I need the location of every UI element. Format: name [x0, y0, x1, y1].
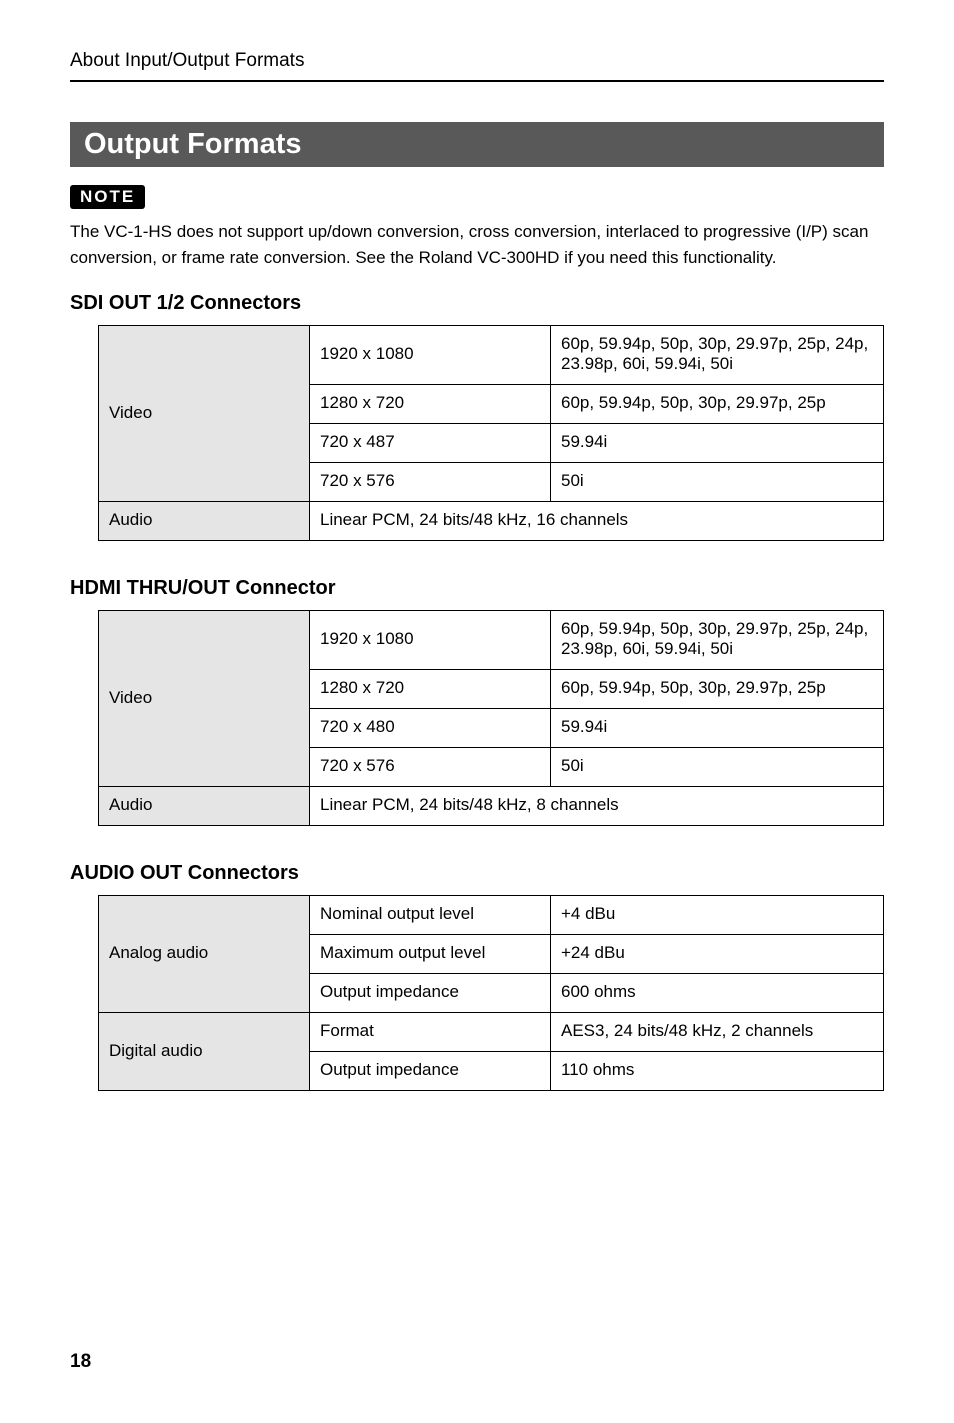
audio-v-4: 110 ohms	[551, 1052, 884, 1091]
hdmi-video-label: Video	[99, 611, 310, 787]
table-row: Video 1920 x 1080 60p, 59.94p, 50p, 30p,…	[99, 326, 884, 385]
table-row: Audio Linear PCM, 24 bits/48 kHz, 8 chan…	[99, 787, 884, 826]
note-badge: NOTE	[70, 185, 145, 209]
header-title: About Input/Output Formats	[70, 50, 304, 71]
note-text: The VC-1-HS does not support up/down con…	[70, 219, 884, 270]
table-row: Audio Linear PCM, 24 bits/48 kHz, 16 cha…	[99, 502, 884, 541]
hdmi-heading: HDMI THRU/OUT Connector	[70, 577, 884, 600]
audio-v-0: +4 dBu	[551, 896, 884, 935]
sdi-res-3: 720 x 576	[310, 463, 551, 502]
sdi-heading: SDI OUT 1/2 Connectors	[70, 292, 884, 315]
table-row: Video 1920 x 1080 60p, 59.94p, 50p, 30p,…	[99, 611, 884, 670]
hdmi-table-wrap: Video 1920 x 1080 60p, 59.94p, 50p, 30p,…	[70, 610, 884, 826]
sdi-fmt-3: 50i	[551, 463, 884, 502]
sdi-res-1: 1280 x 720	[310, 385, 551, 424]
page-header: About Input/Output Formats	[70, 50, 884, 82]
audio-k-0: Nominal output level	[310, 896, 551, 935]
analog-label: Analog audio	[99, 896, 310, 1013]
sdi-fmt-2: 59.94i	[551, 424, 884, 463]
audio-table-wrap: Analog audio Nominal output level +4 dBu…	[70, 895, 884, 1091]
digital-label: Digital audio	[99, 1013, 310, 1091]
sdi-fmt-0: 60p, 59.94p, 50p, 30p, 29.97p, 25p, 24p,…	[551, 326, 884, 385]
audio-table: Analog audio Nominal output level +4 dBu…	[98, 895, 884, 1091]
sdi-res-2: 720 x 487	[310, 424, 551, 463]
hdmi-res-3: 720 x 576	[310, 748, 551, 787]
audio-k-4: Output impedance	[310, 1052, 551, 1091]
sdi-audio-value: Linear PCM, 24 bits/48 kHz, 16 channels	[310, 502, 884, 541]
sdi-video-label: Video	[99, 326, 310, 502]
sdi-table: Video 1920 x 1080 60p, 59.94p, 50p, 30p,…	[98, 325, 884, 541]
sdi-fmt-1: 60p, 59.94p, 50p, 30p, 29.97p, 25p	[551, 385, 884, 424]
hdmi-audio-label: Audio	[99, 787, 310, 826]
sdi-table-wrap: Video 1920 x 1080 60p, 59.94p, 50p, 30p,…	[70, 325, 884, 541]
audio-v-2: 600 ohms	[551, 974, 884, 1013]
hdmi-res-0: 1920 x 1080	[310, 611, 551, 670]
hdmi-fmt-3: 50i	[551, 748, 884, 787]
hdmi-fmt-1: 60p, 59.94p, 50p, 30p, 29.97p, 25p	[551, 670, 884, 709]
hdmi-res-1: 1280 x 720	[310, 670, 551, 709]
hdmi-audio-value: Linear PCM, 24 bits/48 kHz, 8 channels	[310, 787, 884, 826]
table-row: Analog audio Nominal output level +4 dBu	[99, 896, 884, 935]
sdi-res-0: 1920 x 1080	[310, 326, 551, 385]
table-row: Digital audio Format AES3, 24 bits/48 kH…	[99, 1013, 884, 1052]
hdmi-fmt-2: 59.94i	[551, 709, 884, 748]
audio-k-2: Output impedance	[310, 974, 551, 1013]
page-number: 18	[70, 1351, 884, 1373]
note-block: NOTE The VC-1-HS does not support up/dow…	[70, 185, 884, 270]
audio-k-3: Format	[310, 1013, 551, 1052]
audio-k-1: Maximum output level	[310, 935, 551, 974]
audio-v-3: AES3, 24 bits/48 kHz, 2 channels	[551, 1013, 884, 1052]
hdmi-table: Video 1920 x 1080 60p, 59.94p, 50p, 30p,…	[98, 610, 884, 826]
hdmi-res-2: 720 x 480	[310, 709, 551, 748]
sdi-audio-label: Audio	[99, 502, 310, 541]
hdmi-fmt-0: 60p, 59.94p, 50p, 30p, 29.97p, 25p, 24p,…	[551, 611, 884, 670]
audio-v-1: +24 dBu	[551, 935, 884, 974]
audio-heading: AUDIO OUT Connectors	[70, 862, 884, 885]
section-title: Output Formats	[70, 122, 884, 167]
